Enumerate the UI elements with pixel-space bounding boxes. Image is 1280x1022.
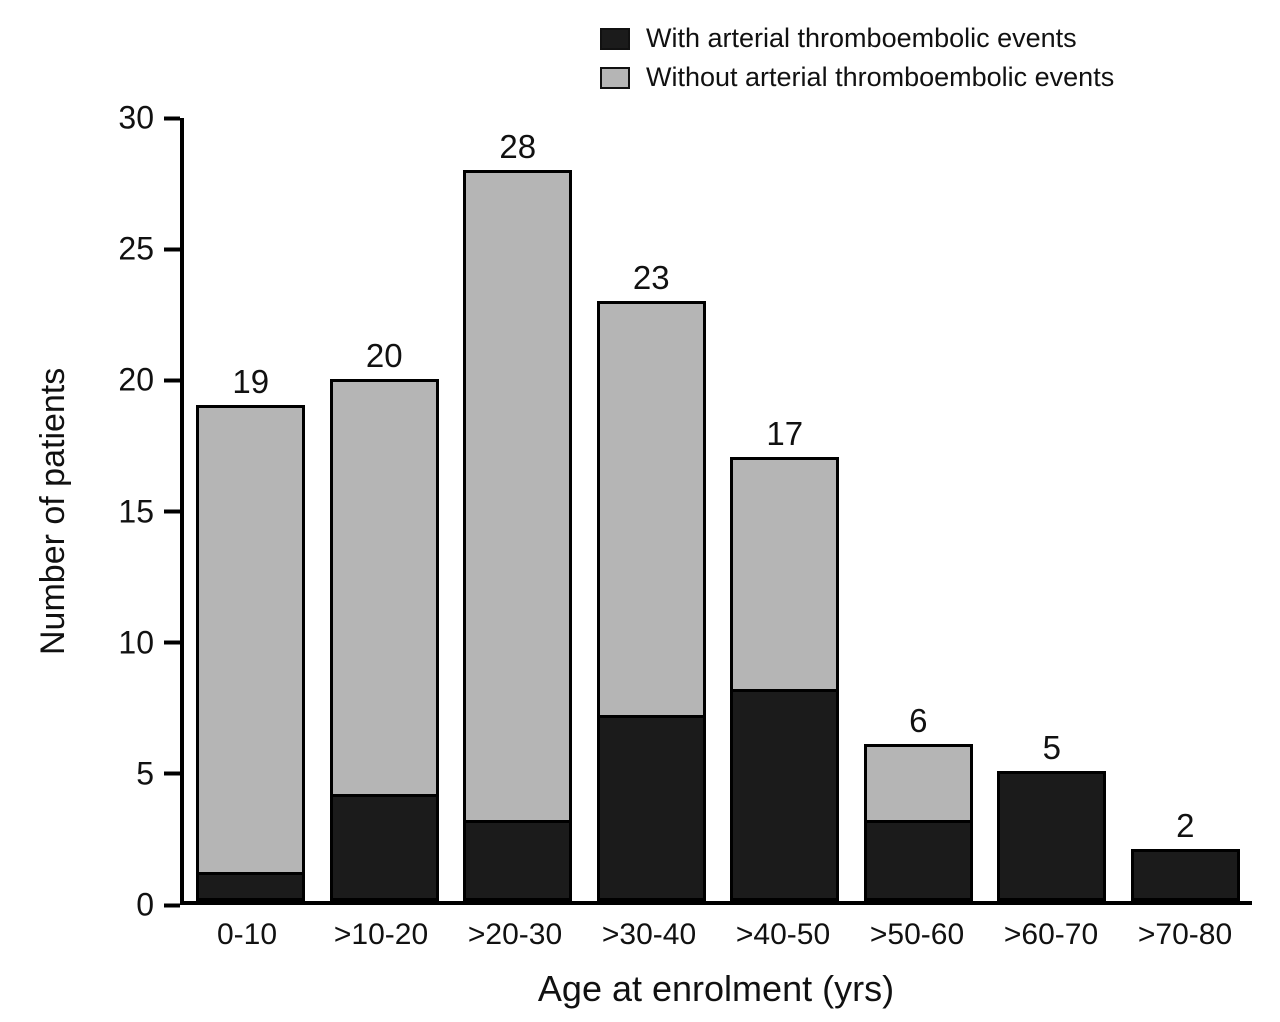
y-tick: 25	[118, 231, 180, 268]
bar-column: 20	[318, 118, 452, 901]
bar-stack	[329, 379, 439, 901]
y-tick-mark	[164, 640, 180, 645]
x-axis-title: Age at enrolment (yrs)	[537, 968, 895, 1009]
legend-item: With arterial thromboembolic events	[600, 23, 1114, 54]
bar-total-label: 19	[232, 363, 270, 401]
bar-column: 5	[985, 118, 1119, 901]
x-tick-label: >40-50	[735, 918, 831, 951]
x-tick-label: >10-20	[333, 918, 429, 951]
y-tick-label: 5	[136, 755, 154, 792]
x-axis-tick-labels: 0-10 >10-20 >20-30 >30-40 >40-50 >50-60 >60-70…	[180, 918, 1252, 952]
y-tick-mark	[164, 378, 180, 383]
y-tick: 5	[136, 755, 180, 792]
legend-item: Without arterial thromboembolic events	[600, 61, 1115, 93]
bar-total-label: 23	[632, 258, 670, 296]
legend: With arterial thromboembolic events Witho…	[600, 23, 1115, 93]
bar-segment-with-events	[463, 822, 573, 901]
x-tick-label: 0-10	[216, 918, 278, 951]
x-tick-label: >50-60	[869, 918, 965, 951]
bar-segment-with-events	[329, 796, 439, 901]
bar-columns: 19 20 28 23 17 6 5 2	[184, 118, 1252, 901]
y-tick: 0	[136, 887, 180, 924]
bar-segment-with-events	[1130, 848, 1240, 901]
y-tick-mark	[164, 903, 180, 907]
bar-column: 6	[852, 118, 986, 901]
legend-label: Without arterial thromboembolic events	[646, 61, 1115, 92]
bar-segment-without-events	[730, 457, 840, 693]
bar-stack	[596, 300, 706, 901]
plot-area: 19 20 28 23 17 6 5 2	[180, 118, 1252, 905]
bar-segment-without-events	[329, 379, 439, 797]
bar-stack	[463, 170, 573, 901]
y-tick-mark	[164, 771, 180, 776]
legend-swatch	[600, 66, 630, 89]
bar-segment-with-events	[997, 770, 1107, 901]
bar-column: 23	[585, 118, 719, 901]
bar-segment-with-events	[596, 718, 706, 901]
y-tick-label: 15	[118, 493, 154, 529]
legend-label: With arterial thromboembolic events	[646, 23, 1077, 53]
bar-segment-without-events	[463, 170, 573, 823]
x-tick-label: >30-40	[601, 918, 697, 951]
bar-segment-without-events	[196, 405, 306, 875]
y-tick-label: 0	[136, 886, 154, 923]
bar-total-label: 17	[766, 415, 804, 453]
bar-total-label: 28	[499, 128, 537, 166]
x-tick-label: >60-70	[1003, 918, 1099, 951]
y-tick-mark	[164, 247, 180, 252]
bar-segment-with-events	[863, 822, 973, 901]
bar-column: 28	[451, 118, 585, 901]
bar-stack	[730, 457, 840, 901]
y-tick: 20	[118, 362, 180, 399]
bar-segment-with-events	[196, 874, 306, 901]
bar-total-label: 6	[909, 702, 928, 740]
bar-total-label: 5	[1042, 728, 1061, 766]
y-tick-mark	[164, 116, 180, 120]
y-tick-label: 30	[118, 99, 154, 136]
bar-column: 2	[1119, 118, 1253, 901]
bar-stack	[863, 744, 973, 901]
bar-column: 19	[184, 118, 318, 901]
legend-swatch	[600, 27, 630, 50]
x-tick-label: >70-80	[1137, 918, 1233, 951]
y-tick: 10	[118, 624, 180, 661]
y-tick-mark	[164, 509, 180, 514]
y-tick-label: 20	[118, 361, 154, 398]
y-tick: 15	[118, 493, 180, 530]
bar-column: 17	[718, 118, 852, 901]
bar-segment-without-events	[596, 300, 706, 719]
x-tick-label: >20-30	[467, 918, 563, 951]
bar-stack	[196, 405, 306, 901]
bar-stack	[1130, 848, 1240, 901]
y-tick-label: 10	[118, 624, 154, 661]
bar-total-label: 2	[1176, 806, 1195, 844]
bar-segment-without-events	[863, 744, 973, 823]
y-tick-label: 25	[118, 230, 154, 267]
bar-segment-with-events	[730, 692, 840, 901]
y-axis: 0 5 10 15 20 25 30	[0, 100, 180, 923]
bar-stack	[997, 770, 1107, 901]
y-tick: 30	[118, 100, 180, 137]
bar-total-label: 20	[365, 337, 403, 375]
